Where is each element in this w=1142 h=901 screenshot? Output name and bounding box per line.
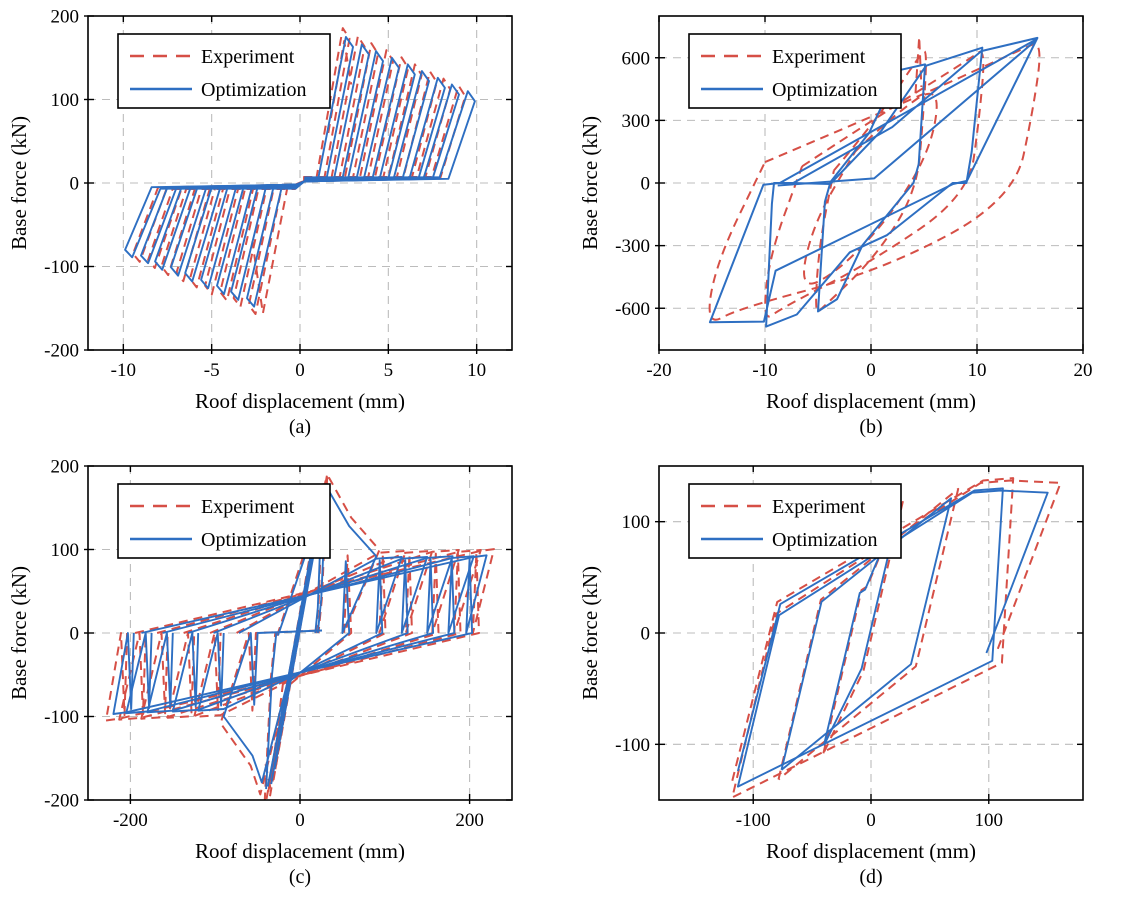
- x-tick-label: 0: [295, 360, 305, 381]
- series-optimization-loop: [125, 555, 475, 715]
- x-tick-label: 0: [866, 810, 876, 831]
- series-optimization-loop: [265, 632, 278, 790]
- y-tick-label: 100: [51, 540, 80, 561]
- series-optimization-loop: [222, 488, 378, 784]
- y-tick-label: -100: [615, 735, 650, 756]
- series-experiment-loop: [708, 43, 1041, 321]
- series-experiment-loop: [803, 92, 938, 285]
- series-experiment-loop: [175, 63, 423, 283]
- legend-box: [688, 483, 902, 559]
- x-tick-label: 200: [455, 810, 484, 831]
- series-experiment-loop: [914, 35, 923, 94]
- x-tick-label: -10: [752, 360, 777, 381]
- series-experiment-loop: [193, 549, 407, 718]
- y-tick-label: 100: [622, 512, 651, 533]
- y-axis-label: Base force (kN): [578, 116, 602, 250]
- chart-a-caption: (a): [288, 416, 312, 438]
- series-optimization-loop: [736, 487, 1049, 788]
- series-optimization-loop: [765, 46, 984, 328]
- y-tick-label: 0: [641, 624, 651, 645]
- chart-c-canvas: -200 0 200 -200 -100 0 100 200 Roof displacement…: [7, 457, 513, 863]
- legend: Experiment Optimization: [688, 33, 902, 109]
- x-tick-label: -200: [113, 810, 148, 831]
- series-experiment-loop: [815, 50, 927, 313]
- series-experiment-loop: [731, 477, 1062, 799]
- x-tick-label: 20: [1074, 360, 1093, 381]
- y-axis-label: Base force (kN): [578, 566, 602, 700]
- legend-label: Experiment: [772, 46, 866, 68]
- y-tick-label: -300: [615, 236, 650, 257]
- series-optimization-loop: [124, 90, 476, 259]
- legend: Experiment Optimization: [117, 483, 331, 559]
- chart-c-caption: (c): [288, 866, 312, 888]
- legend-label: Experiment: [201, 46, 295, 68]
- x-tick-label: -100: [736, 810, 771, 831]
- series-optimization-loop: [146, 555, 454, 714]
- series-experiment-loop: [147, 77, 452, 269]
- series-optimization-loop: [112, 554, 488, 715]
- series-optimization-loop: [708, 36, 1039, 324]
- x-tick-label: 10: [968, 360, 987, 381]
- legend-label: Optimization: [772, 79, 878, 101]
- y-tick-label: 200: [51, 457, 80, 478]
- y-tick-label: 0: [70, 174, 80, 195]
- y-tick-label: 200: [51, 7, 80, 28]
- series-optimization-loop: [780, 497, 953, 771]
- y-tick-label: 0: [641, 174, 651, 195]
- y-tick-label: -600: [615, 299, 650, 320]
- series-optimization-loop: [197, 556, 403, 712]
- x-tick-label: 5: [384, 360, 394, 381]
- legend-box: [688, 33, 902, 109]
- x-tick-label: -10: [111, 360, 136, 381]
- x-tick-label: 0: [866, 360, 876, 381]
- legend-label: Optimization: [772, 529, 878, 551]
- chart-d: -100 0 100 -100 0 100 Roof displacement (mm) Ba…: [571, 450, 1142, 900]
- series-optimization-loop: [777, 39, 1037, 187]
- legend-label: Experiment: [201, 496, 295, 518]
- chart-b-caption: (b): [859, 416, 883, 438]
- y-tick-label: 600: [622, 48, 651, 69]
- legend-label: Optimization: [201, 79, 307, 101]
- series-optimization-loop: [171, 556, 429, 713]
- legend: Experiment Optimization: [117, 33, 331, 109]
- y-tick-label: -200: [44, 791, 79, 812]
- y-tick-label: -200: [44, 341, 79, 362]
- legend-label: Experiment: [772, 496, 866, 518]
- series-experiment-loop: [822, 498, 905, 754]
- y-axis-label: Base force (kN): [7, 566, 31, 700]
- legend-label: Optimization: [201, 529, 307, 551]
- chart-b-canvas: -20 -10 0 10 20 -600 -300 0 300 600 Roof displacem…: [578, 15, 1093, 413]
- y-tick-label: 300: [622, 111, 651, 132]
- y-tick-label: -100: [44, 257, 79, 278]
- y-tick-label: -100: [44, 707, 79, 728]
- y-tick-label: 100: [51, 90, 80, 111]
- chart-a: -10 -5 0 5 10 -200 -100 0 100 200 Roof displacemen…: [0, 0, 571, 450]
- x-axis-label: Roof displacement (mm): [766, 839, 976, 863]
- series-experiment-loop: [132, 84, 467, 263]
- legend-box: [117, 483, 331, 559]
- x-axis-label: Roof displacement (mm): [766, 389, 976, 413]
- x-tick-label: 0: [295, 810, 305, 831]
- series-experiment-loop: [166, 549, 434, 719]
- chart-c: -200 0 200 -200 -100 0 100 200 Roof displacement…: [0, 450, 571, 900]
- x-axis-label: Roof displacement (mm): [195, 389, 405, 413]
- x-tick-label: -5: [204, 360, 220, 381]
- chart-a-canvas: -10 -5 0 5 10 -200 -100 0 100 200 Roof displacemen…: [7, 7, 513, 413]
- legend-box: [117, 33, 331, 109]
- x-tick-label: 100: [975, 810, 1004, 831]
- y-tick-label: 0: [70, 624, 80, 645]
- y-axis-label: Base force (kN): [7, 116, 31, 250]
- x-tick-label: 10: [467, 360, 486, 381]
- chart-d-canvas: -100 0 100 -100 0 100 Roof displacement (mm) Ba…: [578, 465, 1084, 863]
- series-experiment-loop: [777, 487, 960, 781]
- chart-b: -20 -10 0 10 20 -600 -300 0 300 600 Roof displacem…: [571, 0, 1142, 450]
- legend: Experiment Optimization: [688, 483, 902, 559]
- x-tick-label: -20: [646, 360, 671, 381]
- x-axis-label: Roof displacement (mm): [195, 839, 405, 863]
- chart-d-caption: (d): [859, 866, 883, 888]
